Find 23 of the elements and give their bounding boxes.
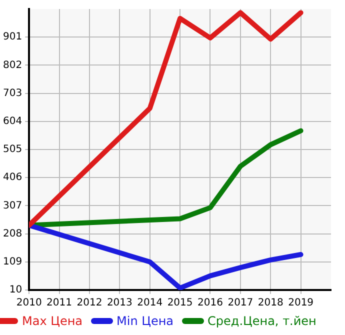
y-tick-label: 901 — [2, 32, 22, 43]
y-tick-label: 307 — [2, 200, 22, 212]
legend-label: Max Цена — [22, 314, 83, 328]
y-tick-label: 802 — [2, 60, 22, 71]
y-tick-label: 208 — [2, 228, 22, 240]
y-tick-label: 604 — [2, 116, 22, 127]
x-tick-label: 2019 — [288, 298, 314, 309]
x-tick-label: 2017 — [228, 298, 254, 309]
x-tick-label: 2015 — [167, 298, 193, 309]
y-tick-label: 505 — [2, 144, 22, 156]
legend-label: Min Цена — [116, 314, 174, 328]
x-tick-label: 2018 — [258, 298, 284, 309]
x-tick-label: 2013 — [106, 298, 132, 309]
y-tick-label: 109 — [2, 256, 22, 268]
legend-label: Сред.Цена, т.йен — [208, 314, 316, 328]
x-tick-label: 2012 — [76, 298, 102, 309]
y-tick-label: 703 — [2, 88, 22, 99]
x-tick-label: 2014 — [137, 298, 163, 309]
y-tick-label: 10 — [9, 284, 22, 296]
x-tick-label: 2010 — [16, 298, 42, 309]
x-tick-label: 2016 — [198, 298, 223, 309]
y-tick-label: 406 — [2, 172, 22, 184]
x-tick-label: 2011 — [46, 298, 72, 309]
